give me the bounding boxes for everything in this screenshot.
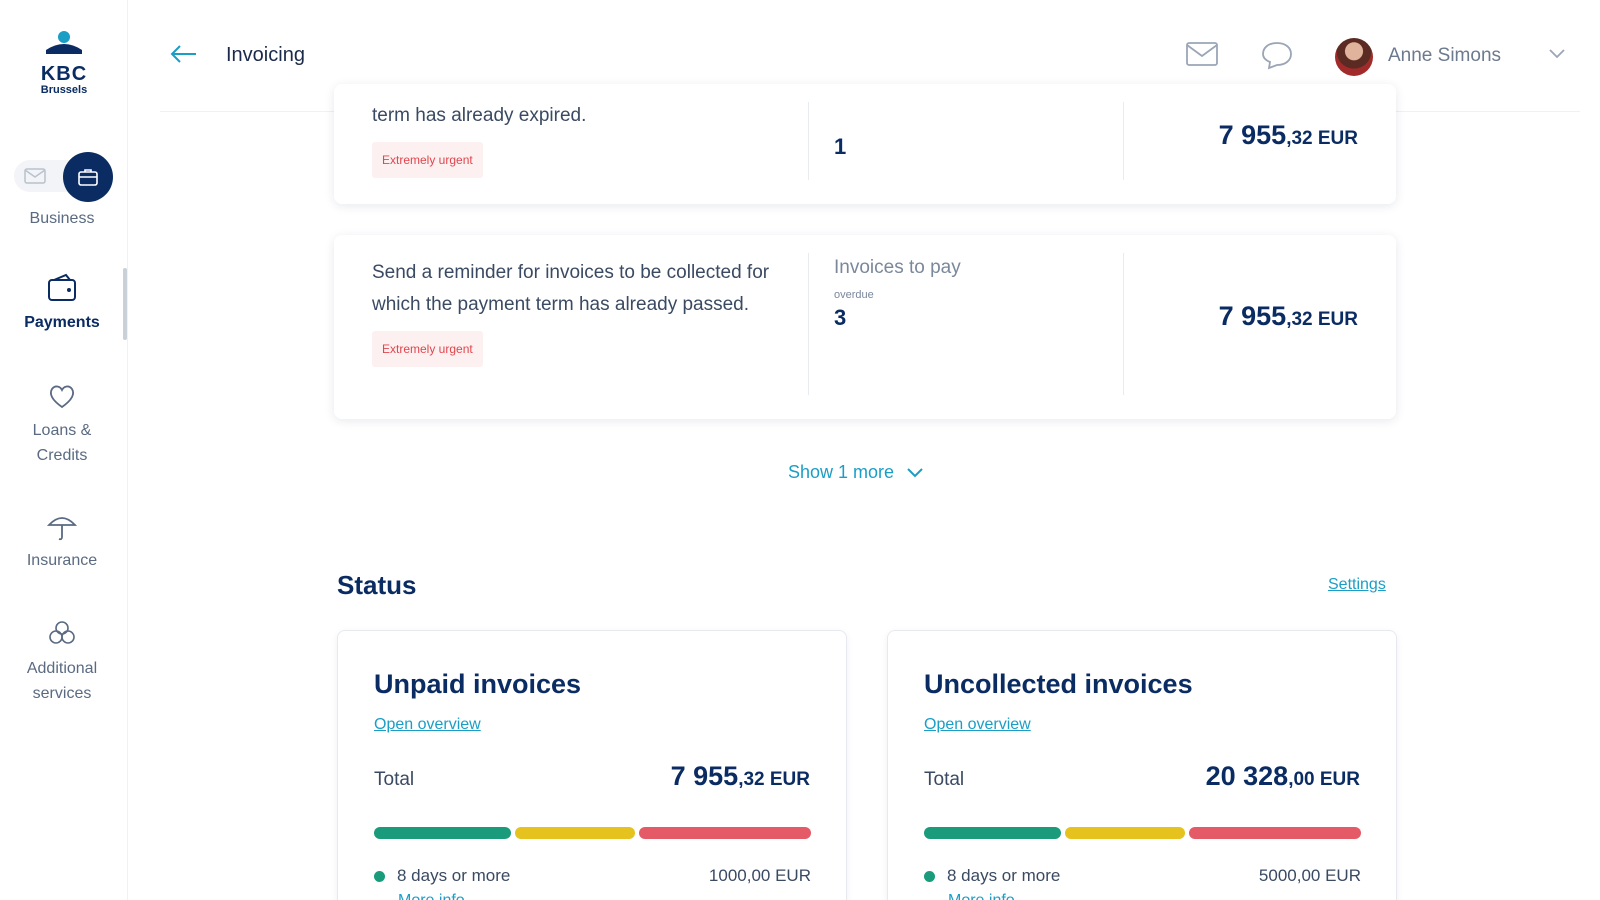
divider [808,102,809,180]
show-more-label: Show 1 more [788,462,895,482]
avatar[interactable] [1335,38,1373,76]
back-arrow-icon[interactable] [168,42,198,66]
invoices-overdue-label: overdue [834,289,874,301]
invoice-count: 3 [834,305,847,330]
show-more-button[interactable]: Show 1 more [788,462,924,483]
divider [1123,253,1124,395]
total-amount-main: 7 955 [670,761,739,791]
task-amount: 7 955,32 EUR [1219,301,1358,332]
total-amount: 7 955,32 EUR [671,761,810,792]
task-description: term has already expired. Extremely urge… [372,100,772,178]
total-label: Total [924,769,965,790]
mail-icon[interactable] [1185,40,1219,68]
segment-toggle[interactable] [14,152,114,202]
legend-value: 5000,00 EUR [1258,866,1361,885]
task-description-text: term has already expired. [372,105,587,126]
legend-dot [924,871,935,883]
wallet-icon [48,273,76,301]
settings-link[interactable]: Settings [1328,576,1386,593]
legend-label: 8 days or more [947,866,1061,885]
legend-label: 8 days or more [397,866,511,885]
kbc-logo[interactable]: KBC Brussels [22,30,106,98]
user-name[interactable]: Anne Simons [1388,45,1502,66]
sidebar-item-insurance[interactable]: Insurance [0,510,124,573]
bar-segment-green [374,827,512,839]
sidebar-item-loans[interactable]: Loans & Credits [0,380,124,468]
invoice-count: 1 [834,134,847,159]
sidebar: KBC Brussels Business Payments [0,0,128,900]
legend-dot [374,871,385,883]
legend-row: 8 days or more 5000,00 EUR More info [924,866,1361,900]
chevron-down-icon [907,467,923,477]
total-amount-main: 20 328 [1205,761,1289,791]
uncollected-invoices-card: Uncollected invoices Open overview Total… [887,630,1397,900]
card-title: Unpaid invoices [374,669,582,699]
chevron-down-icon[interactable] [1548,48,1566,60]
bar-segment-yellow [515,827,636,839]
open-overview-link[interactable]: Open overview [374,716,481,733]
sidebar-item-label: Business [29,210,95,227]
task-amount: 7 955,32 EUR [1219,120,1358,151]
private-mail-icon[interactable] [24,168,46,184]
task-description: Send a reminder for invoices to be colle… [372,257,772,367]
sidebar-item-label: Additional services [26,660,98,702]
legend-row: 8 days or more 1000,00 EUR More info [374,866,811,900]
bar-segment-green [924,827,1062,839]
bar-segment-yellow [1065,827,1186,839]
flower-icon [49,621,75,644]
amount-main: 7 955 [1218,301,1287,331]
open-overview-link[interactable]: Open overview [924,716,1031,733]
bar-segment-red [1189,827,1361,839]
urgency-badge: Extremely urgent [372,142,483,178]
sidebar-item-label: Loans & Credits [32,422,92,464]
sidebar-item-additional-services[interactable]: Additional services [0,618,124,706]
legend-value: 1000,00 EUR [708,866,811,885]
total-label: Total [374,769,415,790]
sidebar-item-business[interactable]: Business [0,206,124,231]
status-title: Status [337,570,417,600]
task-card[interactable]: term has already expired. Extremely urge… [334,84,1396,204]
more-info-link[interactable]: More info [398,892,811,900]
business-toggle-button[interactable] [63,152,113,202]
more-info-link[interactable]: More info [948,892,1361,900]
brand-name: KBC [40,63,88,85]
aging-bar [924,827,1361,839]
sidebar-item-label: Insurance [26,552,98,569]
sidebar-item-label: Payments [24,314,100,331]
kbc-logo-icon [46,31,82,54]
divider [1123,102,1124,180]
page-title: Invoicing [226,44,305,66]
brand-sub: Brussels [40,84,88,96]
invoices-to-pay-label: Invoices to pay [834,257,961,278]
divider [808,253,809,395]
card-title: Uncollected invoices [924,669,1193,699]
aging-bar [374,827,811,839]
total-amount: 20 328,00 EUR [1206,761,1360,792]
unpaid-invoices-card: Unpaid invoices Open overview Total 7 95… [337,630,847,900]
briefcase-icon [78,169,98,186]
total-amount-decimals: ,00 EUR [1288,769,1360,790]
urgency-badge: Extremely urgent [372,331,483,367]
amount-decimals: ,32 EUR [1286,128,1358,149]
amount-main: 7 955 [1218,120,1287,150]
heart-hand-icon [49,385,75,409]
sidebar-scrollbar[interactable] [123,268,127,340]
task-description-text: Send a reminder for invoices to be colle… [372,262,770,315]
chat-icon[interactable] [1260,40,1294,70]
sidebar-item-payments[interactable]: Payments [0,272,124,335]
bar-segment-red [639,827,811,839]
umbrella-icon [46,517,78,541]
total-amount-decimals: ,32 EUR [738,769,810,790]
amount-decimals: ,32 EUR [1286,309,1358,330]
task-card[interactable]: Send a reminder for invoices to be colle… [334,235,1396,419]
